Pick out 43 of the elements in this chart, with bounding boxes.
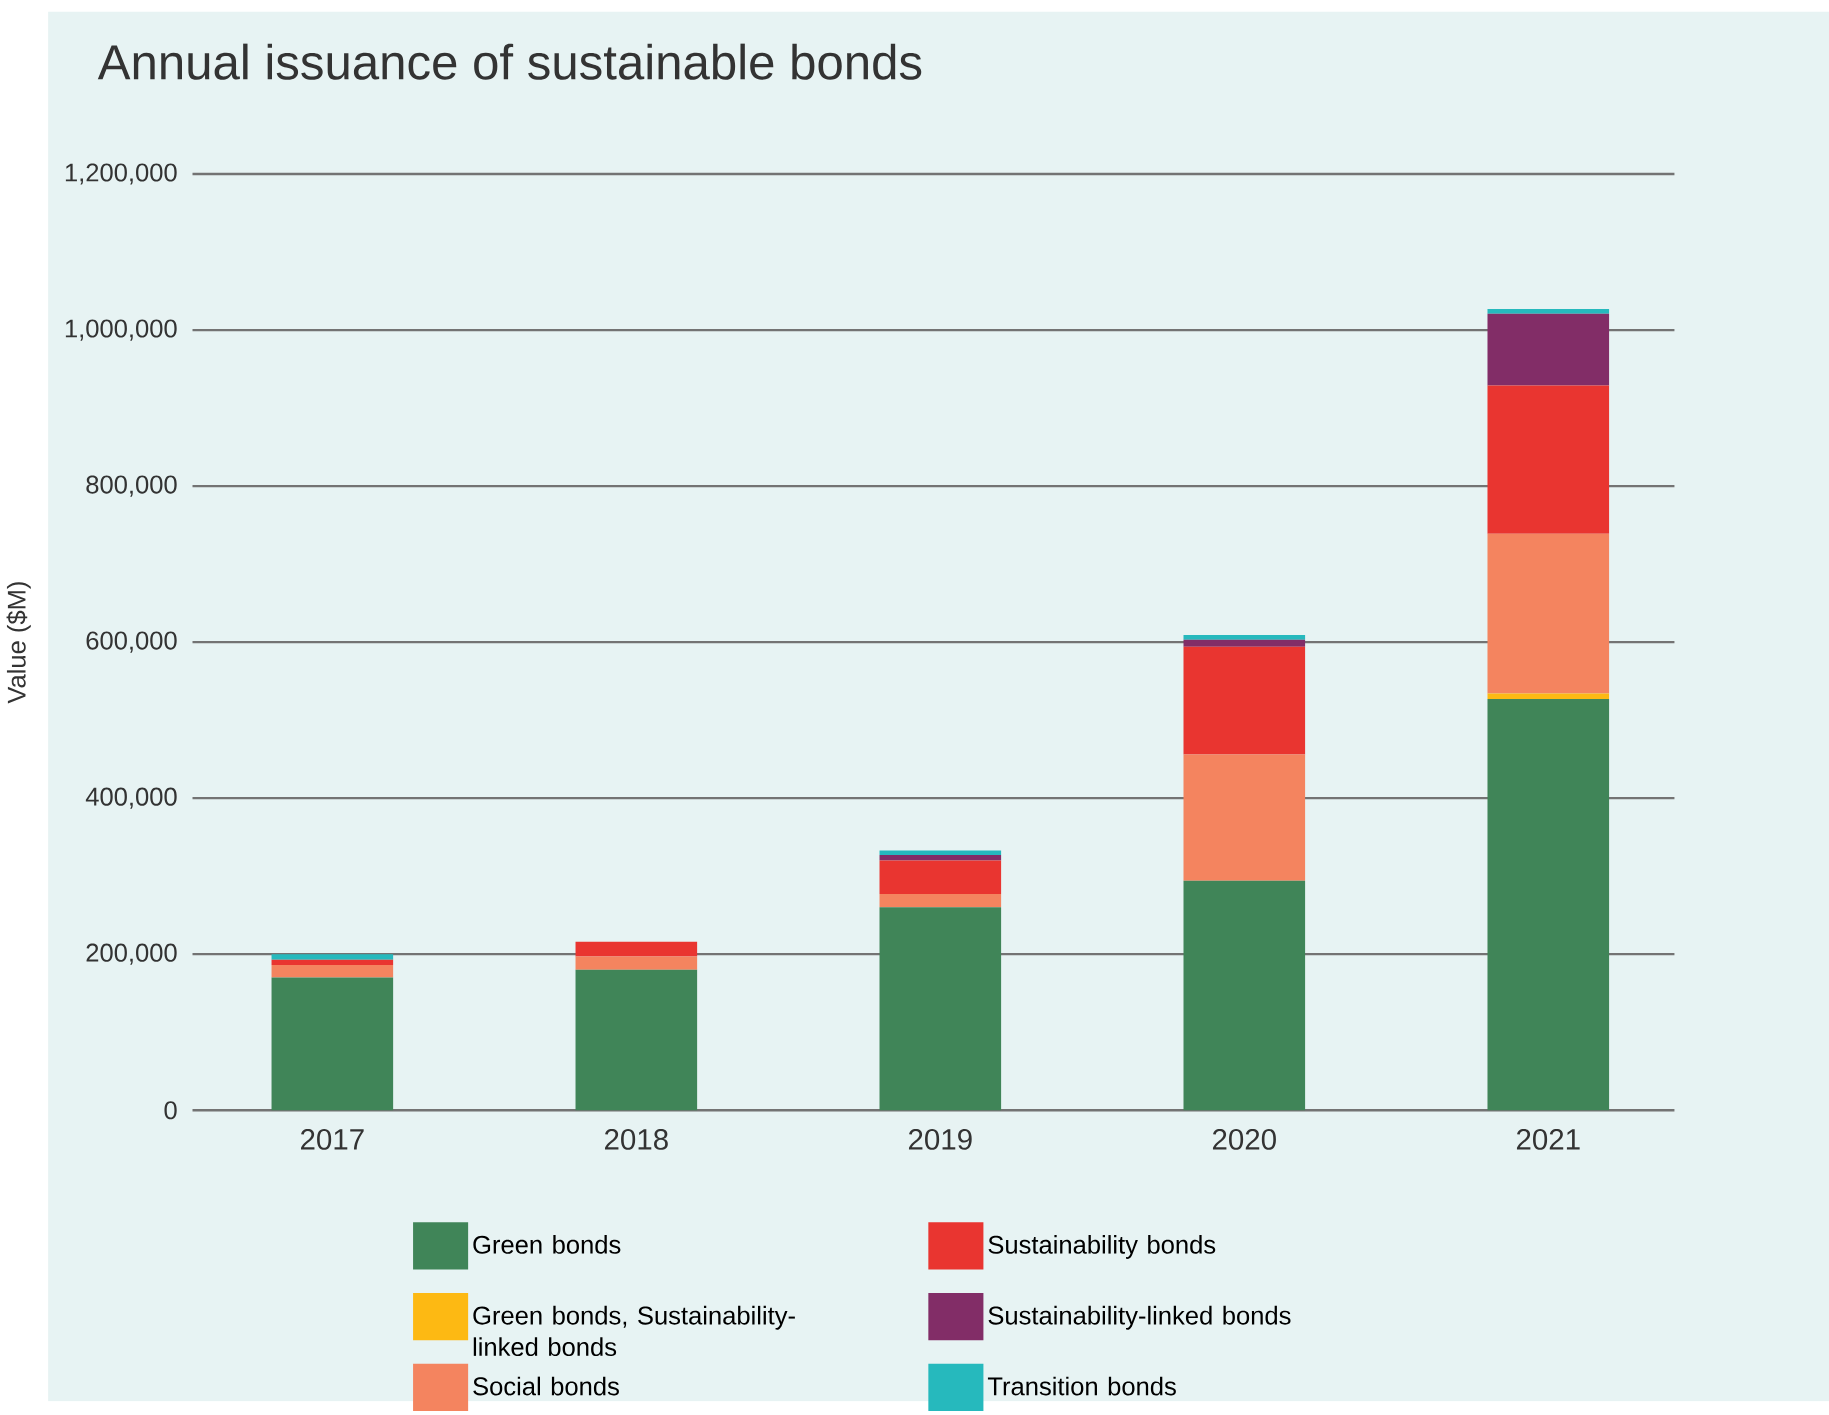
legend-label: Sustainability-linked bonds <box>988 1305 1291 1330</box>
chart-title: Annual issuance of sustainable bonds <box>97 43 922 80</box>
bar <box>575 956 698 970</box>
bar <box>879 855 1002 861</box>
legend-label: Sustainability bonds <box>988 1235 1216 1259</box>
bar <box>271 965 394 978</box>
y-axis-title: Value ($M) <box>6 582 31 704</box>
bar <box>1183 754 1306 881</box>
y-tick-label: 400,000 <box>85 787 177 809</box>
legend-label: Transition bonds <box>987 1376 1176 1396</box>
x-tick-label: 2018 <box>604 1128 668 1150</box>
bar <box>271 959 394 966</box>
y-tick-label: 0 <box>164 1101 177 1120</box>
bar <box>879 860 1002 895</box>
x-tick-label: 2017 <box>301 1128 364 1150</box>
bar <box>1183 880 1306 1111</box>
bar <box>1487 533 1610 694</box>
bar <box>879 850 1002 856</box>
legend-label: Green bonds <box>473 1235 621 1254</box>
bar <box>1183 635 1306 640</box>
y-tick-label: 1,200,000 <box>65 163 177 185</box>
bar <box>1183 646 1306 755</box>
bar <box>879 907 1002 1111</box>
bar <box>1487 385 1610 534</box>
bar <box>879 894 1002 908</box>
x-tick-label: 2019 <box>908 1128 972 1150</box>
x-tick-label: 2020 <box>1212 1128 1276 1150</box>
bar <box>271 977 394 1111</box>
legend-label: Social bonds <box>473 1376 619 1396</box>
y-tick-label: 600,000 <box>86 631 177 653</box>
x-tick-label: 2021 <box>1516 1128 1580 1150</box>
legend-label: Green bonds, Sustainability-linked bonds <box>473 1305 795 1357</box>
bar <box>575 941 698 957</box>
bar <box>1487 693 1610 700</box>
bar <box>1487 699 1610 1111</box>
y-tick-label: 200,000 <box>86 943 177 965</box>
bar <box>271 954 394 960</box>
y-tick-label: 800,000 <box>86 475 177 497</box>
bar <box>1487 308 1610 314</box>
bar <box>1183 639 1306 647</box>
y-tick-label: 1,000,000 <box>65 319 177 341</box>
bar <box>1487 313 1610 386</box>
bar <box>575 969 698 1111</box>
